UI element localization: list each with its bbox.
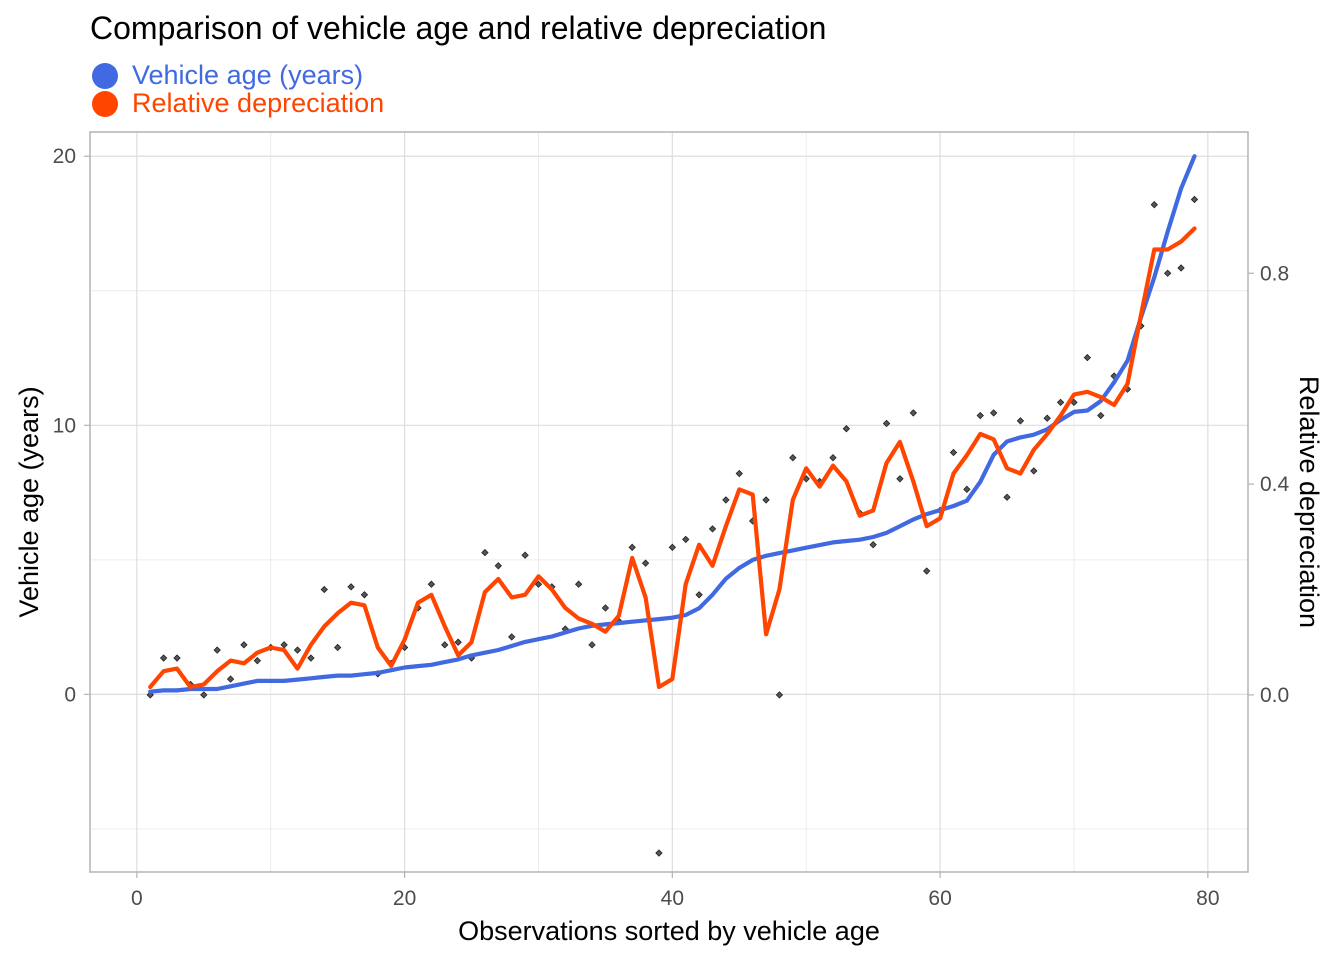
data-point xyxy=(1150,201,1158,209)
data-point xyxy=(842,425,851,433)
legend-item-vehicle-age: Vehicle age (years) xyxy=(90,60,363,91)
y2-tick-label: 0.8 xyxy=(1260,262,1289,285)
data-point xyxy=(655,849,663,857)
axis-ticks: 0 20 40 60 80 0 10 20 0.0 0.4 0.8 xyxy=(53,145,1290,910)
data-point xyxy=(735,469,743,478)
data-point xyxy=(494,562,502,570)
data-point xyxy=(1003,493,1011,501)
data-point xyxy=(1190,195,1199,204)
line-vehicle-age xyxy=(148,154,1197,694)
y-tick-label: 10 xyxy=(53,414,76,437)
data-point xyxy=(896,475,904,483)
data-point xyxy=(1177,264,1185,272)
data-point xyxy=(1016,417,1025,425)
data-point xyxy=(173,654,181,662)
y-tick-label: 20 xyxy=(53,145,76,168)
legend-marker-relative-depreciation xyxy=(92,90,118,117)
data-point xyxy=(1056,398,1065,407)
y2-tick-label: 0.0 xyxy=(1260,684,1289,707)
data-point xyxy=(240,641,248,649)
data-point xyxy=(762,496,770,504)
data-point xyxy=(226,675,235,683)
data-point xyxy=(481,548,489,557)
data-point xyxy=(923,567,931,575)
x-axis-title: Observations sorted by vehicle age xyxy=(458,916,880,946)
data-point xyxy=(441,641,449,649)
data-point xyxy=(682,535,690,544)
data-point xyxy=(963,485,971,494)
data-point xyxy=(775,691,784,699)
data-point xyxy=(695,591,703,599)
x-tick-label: 0 xyxy=(131,887,143,910)
chart-title: Comparison of vehicle age and relative d… xyxy=(90,10,827,46)
x-tick-label: 80 xyxy=(1196,887,1219,910)
y2-tick-label: 0.4 xyxy=(1260,473,1290,496)
x-tick-label: 20 xyxy=(393,887,416,910)
data-point xyxy=(829,454,837,462)
x-tick-label: 60 xyxy=(928,887,951,910)
y-tick-label: 0 xyxy=(64,683,76,706)
data-point xyxy=(253,656,262,665)
data-point xyxy=(1083,353,1092,362)
data-point xyxy=(347,583,355,591)
data-point xyxy=(508,633,516,641)
legend-label-relative-depreciation: Relative depreciation xyxy=(132,88,385,118)
gridlines xyxy=(90,132,1248,872)
data-point xyxy=(869,541,877,549)
y2-axis-title: Relative depreciation xyxy=(1294,376,1324,628)
x-tick-label: 40 xyxy=(661,887,684,910)
data-point xyxy=(588,641,596,649)
data-point xyxy=(641,559,650,567)
series-lines xyxy=(148,154,1197,694)
legend-item-relative-depreciation: Relative depreciation xyxy=(90,88,384,119)
data-point xyxy=(213,646,221,654)
data-point xyxy=(722,496,730,504)
data-point xyxy=(200,691,208,699)
data-point xyxy=(909,409,917,417)
data-point xyxy=(159,654,168,662)
data-point xyxy=(320,585,328,594)
data-point xyxy=(534,580,543,588)
data-point xyxy=(628,543,636,552)
data-point xyxy=(1030,467,1038,475)
data-point xyxy=(307,654,315,662)
data-point xyxy=(708,525,717,533)
data-point xyxy=(601,604,610,612)
y-axis-title: Vehicle age (years) xyxy=(14,386,44,617)
data-point xyxy=(293,646,302,654)
data-point xyxy=(360,591,369,599)
legend-marker-vehicle-age xyxy=(92,62,118,89)
data-point xyxy=(789,454,797,462)
data-point xyxy=(949,448,958,457)
data-point xyxy=(989,409,998,417)
data-point xyxy=(1097,411,1105,420)
data-point xyxy=(427,580,436,588)
plot-border xyxy=(89,131,1249,873)
data-point xyxy=(1043,414,1051,422)
line-relative-depreciation xyxy=(148,226,1197,690)
data-point xyxy=(882,419,891,428)
data-point xyxy=(521,551,529,559)
data-point xyxy=(333,643,342,652)
data-point xyxy=(454,638,462,646)
data-point xyxy=(280,641,288,649)
data-point xyxy=(668,543,677,552)
legend-label-vehicle-age: Vehicle age (years) xyxy=(132,60,364,90)
data-point xyxy=(1163,269,1172,277)
data-point xyxy=(574,580,583,588)
data-point xyxy=(976,411,984,420)
